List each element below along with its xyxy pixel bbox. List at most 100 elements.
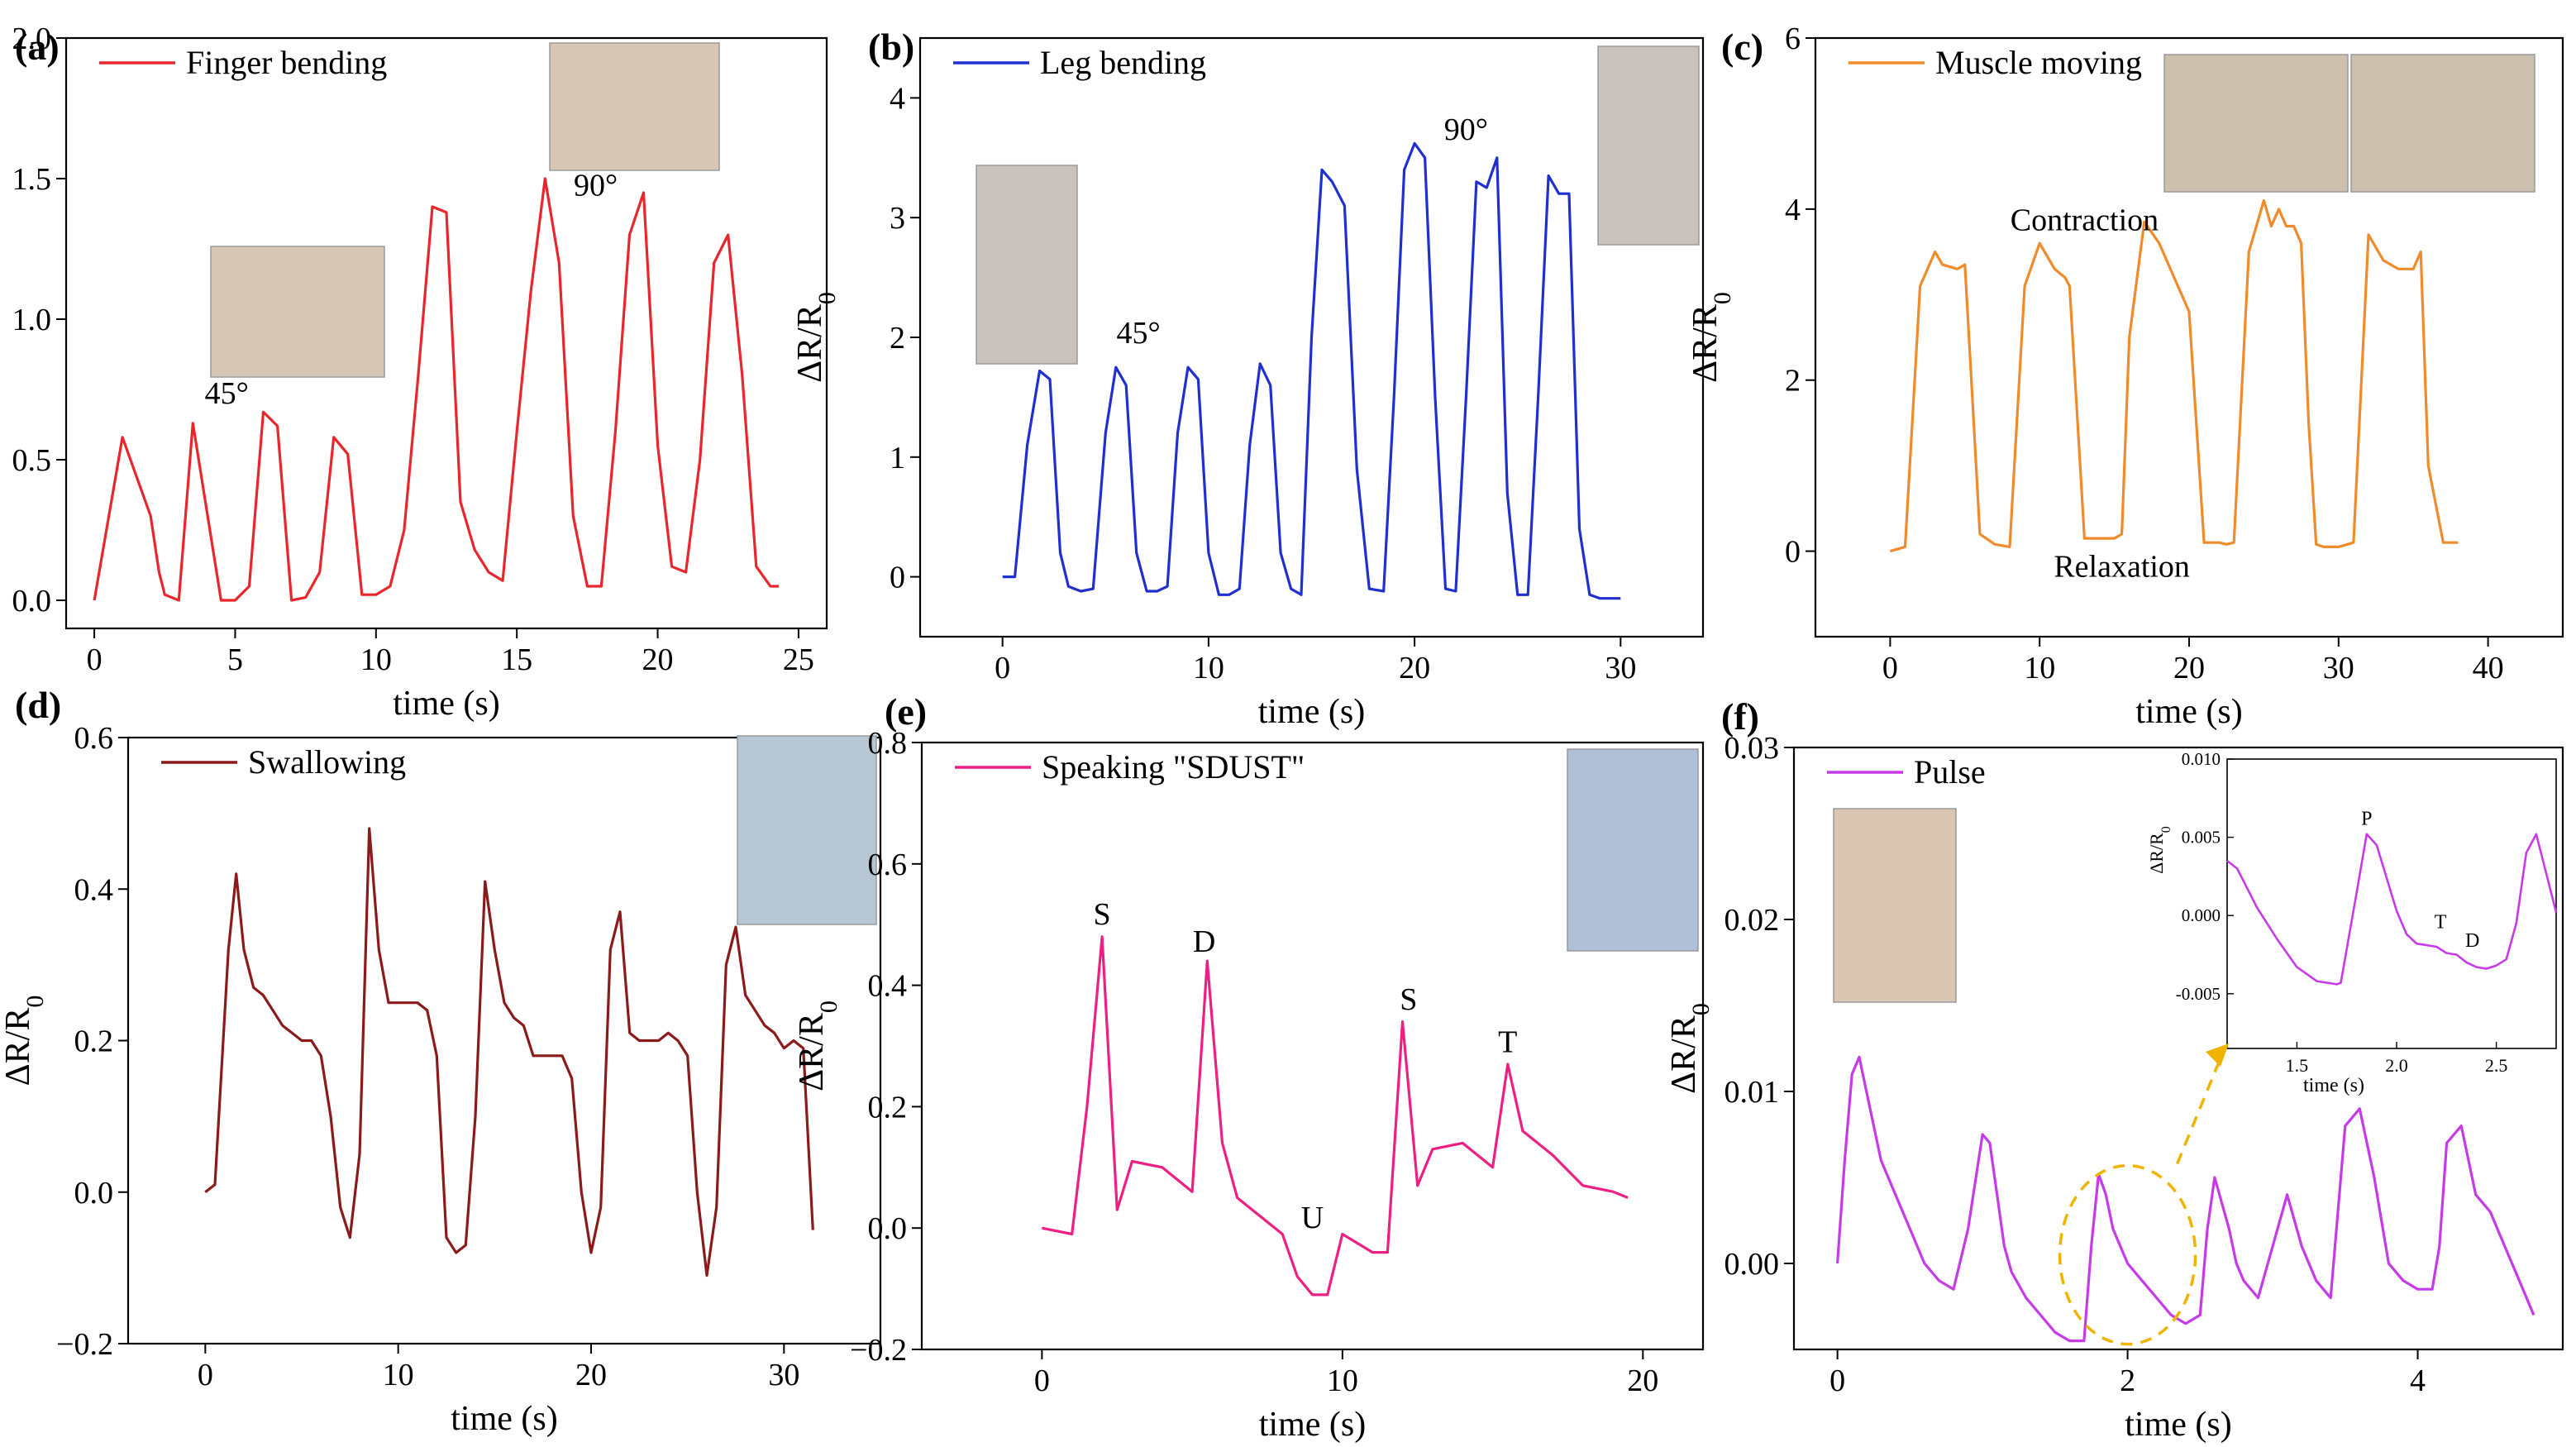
arm-contraction-photo xyxy=(2163,54,2349,193)
y-tick-label: 0.4 xyxy=(868,969,908,1004)
y-tick-label: 2 xyxy=(890,321,905,356)
y-tick-label: −0.2 xyxy=(56,1327,113,1362)
y-axis-label: ΔR/R0 xyxy=(1665,1003,1715,1094)
inset-annotation: T xyxy=(2435,911,2447,933)
panel-label-c: (c) xyxy=(1721,26,1763,68)
x-tick-label: 10 xyxy=(1327,1363,1358,1398)
x-tick-label: 5 xyxy=(227,642,243,677)
x-tick-label: 0 xyxy=(198,1358,213,1392)
series-line-b xyxy=(1002,141,1621,600)
inset-x-axis-label: time (s) xyxy=(2303,1075,2364,1096)
y-tick-label: 0.00 xyxy=(1724,1247,1780,1282)
inset-x-tick-label: 2.5 xyxy=(2485,1055,2508,1076)
wrist-photo xyxy=(1833,808,1957,1003)
annotation: U xyxy=(1301,1201,1324,1235)
inset-annotation: P xyxy=(2361,808,2372,829)
annotation: S xyxy=(1400,982,1417,1017)
x-tick-label: 0 xyxy=(87,642,103,677)
leg-90-photo xyxy=(1597,45,1700,246)
y-tick-label: 0.4 xyxy=(74,872,114,907)
x-tick-label: 2 xyxy=(2120,1363,2135,1398)
panel-d: (d) 0 10 20 30 −0.2 0.0 0.2 0.4 0.6 time (s) ΔR/R0 S… xyxy=(0,684,882,1438)
legend-label: Speaking "SDUST" xyxy=(1042,748,1305,786)
x-axis-label: time (s) xyxy=(2125,1406,2231,1444)
y-tick-label: 0.6 xyxy=(74,721,114,756)
x-tick-label: 0 xyxy=(995,651,1010,685)
legend-label: Swallowing xyxy=(248,743,406,781)
y-tick-label: 0.5 xyxy=(12,443,52,478)
y-tick-label: 6 xyxy=(1785,21,1801,56)
y-tick-label: 0.0 xyxy=(12,584,52,618)
inset-y-tick-label: 0.005 xyxy=(2182,828,2221,848)
annotation: S xyxy=(1094,897,1111,932)
neck-photo xyxy=(737,735,877,925)
legend-label: Finger bending xyxy=(186,44,387,81)
panel-label-d: (d) xyxy=(15,684,61,726)
axes-frame xyxy=(920,741,1705,1351)
hand-45-photo xyxy=(210,246,385,378)
y-tick-label: 0.01 xyxy=(1724,1075,1780,1110)
inset-y-axis-label: ΔR/R0 xyxy=(2146,826,2173,874)
y-tick-label: 0.6 xyxy=(868,848,908,882)
x-tick-label: 40 xyxy=(2473,651,2504,685)
annotation: D xyxy=(1193,924,1215,959)
x-tick-label: 20 xyxy=(1627,1363,1658,1398)
x-tick-label: 30 xyxy=(2323,651,2354,685)
inset-x-tick-label: 1.5 xyxy=(2286,1055,2309,1076)
y-tick-label: 4 xyxy=(890,81,905,116)
x-tick-label: 10 xyxy=(383,1358,414,1392)
y-tick-label: 0.8 xyxy=(868,726,908,761)
y-axis-label: ΔR/R0 xyxy=(1686,292,1736,383)
panel-label-e: (e) xyxy=(885,690,927,733)
annotation: Relaxation xyxy=(2054,550,2190,585)
panel-f: (f) 0 2 4 0.00 0.01 0.02 0.03 time (s) ΔR/R0 Pulse xyxy=(1665,695,2564,1444)
legend-label: Muscle moving xyxy=(1935,44,2142,81)
annotation: T xyxy=(1498,1024,1517,1059)
inset-x-tick-label: 2.0 xyxy=(2385,1055,2408,1076)
series-line-f xyxy=(1836,1055,2535,1343)
y-tick-label: 3 xyxy=(890,201,905,236)
y-tick-label: −0.2 xyxy=(850,1333,907,1368)
panel-label-b: (b) xyxy=(868,26,914,68)
panel-label-a: (a) xyxy=(15,26,60,68)
y-tick-label: 2.0 xyxy=(12,21,52,56)
y-tick-label: 0.03 xyxy=(1724,731,1780,766)
y-tick-label: 0.2 xyxy=(74,1024,114,1059)
y-tick-label: 1.0 xyxy=(12,303,52,337)
inset-y-tick-label: -0.005 xyxy=(2176,984,2221,1004)
leg-45-photo xyxy=(976,165,1078,365)
x-axis-label: time (s) xyxy=(1258,693,1365,731)
face-photo xyxy=(1567,748,1699,952)
panel-e: (e) 0 10 20 −0.2 0.0 0.2 0.4 0.6 0.8 time (s) ΔR/R0… xyxy=(793,690,1705,1444)
highlight-ellipse xyxy=(2058,1163,2197,1346)
axes-frame xyxy=(1792,746,2564,1351)
x-axis-label: time (s) xyxy=(1259,1406,1366,1444)
y-axis-label: ΔR/R0 xyxy=(0,996,49,1086)
y-tick-label: 0 xyxy=(1785,535,1801,570)
inset-y-tick-label: 0.010 xyxy=(2182,749,2221,769)
y-axis-label: ΔR/R0 xyxy=(793,1000,842,1091)
x-tick-label: 0 xyxy=(1829,1363,1845,1398)
annotation: 45° xyxy=(205,376,249,411)
axes-frame xyxy=(64,36,828,630)
pulse-inset: 1.5 2.0 2.5 -0.005 0.000 0.005 0.010 time (s) ΔR… xyxy=(2058,749,2558,1346)
x-tick-label: 4 xyxy=(2410,1363,2426,1398)
x-tick-label: 20 xyxy=(642,642,674,677)
inset-frame xyxy=(2226,758,2557,1049)
panel-label-f: (f) xyxy=(1721,695,1759,738)
annotation: Contraction xyxy=(2011,203,2159,238)
y-tick-label: 0 xyxy=(890,561,905,595)
annotation: 45° xyxy=(1117,316,1161,351)
x-tick-label: 20 xyxy=(2173,651,2205,685)
x-axis-label: time (s) xyxy=(2135,693,2242,731)
y-tick-label: 1.5 xyxy=(12,162,52,197)
series-line-e xyxy=(1042,935,1629,1297)
x-tick-label: 10 xyxy=(2024,651,2055,685)
y-tick-label: 4 xyxy=(1785,193,1801,227)
inset-y-tick-label: 0.000 xyxy=(2182,905,2221,925)
panel-c: (c) 0 10 20 30 40 0 2 4 6 time (s) ΔR/R0 Muscle movi… xyxy=(1686,21,2564,731)
y-tick-label: 0.0 xyxy=(868,1211,908,1246)
arm-relaxation-photo xyxy=(2350,54,2535,193)
